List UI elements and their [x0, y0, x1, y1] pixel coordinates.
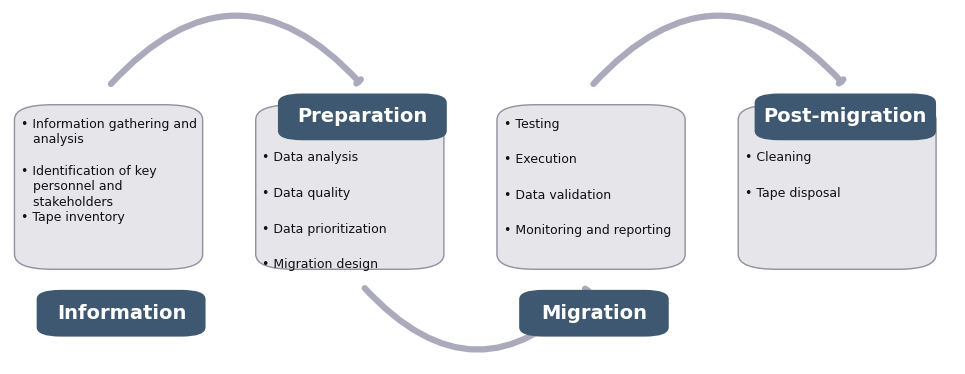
Text: • Data quality: • Data quality: [262, 187, 350, 200]
Text: • Monitoring and reporting: • Monitoring and reporting: [504, 224, 671, 237]
Text: Post-migration: Post-migration: [763, 107, 927, 126]
Text: • Information gathering and
   analysis: • Information gathering and analysis: [21, 118, 197, 146]
FancyBboxPatch shape: [755, 94, 936, 140]
Text: • Identification of key
   personnel and
   stakeholders: • Identification of key personnel and st…: [21, 165, 157, 209]
Text: • Data validation: • Data validation: [504, 189, 611, 202]
FancyBboxPatch shape: [497, 105, 685, 269]
Text: • Data prioritization: • Data prioritization: [262, 223, 387, 236]
Text: Migration: Migration: [541, 304, 648, 322]
Text: • Data analysis: • Data analysis: [262, 151, 359, 165]
FancyBboxPatch shape: [14, 105, 203, 269]
FancyBboxPatch shape: [278, 94, 447, 140]
Text: • Execution: • Execution: [504, 153, 576, 166]
Text: • Testing: • Testing: [504, 118, 560, 131]
Text: • Cleaning: • Cleaning: [745, 151, 812, 165]
FancyBboxPatch shape: [256, 105, 444, 269]
FancyBboxPatch shape: [738, 105, 936, 269]
Text: • Tape disposal: • Tape disposal: [745, 187, 841, 200]
Text: • Migration design: • Migration design: [262, 258, 378, 271]
Text: Information: Information: [57, 304, 186, 322]
FancyBboxPatch shape: [519, 290, 669, 337]
Text: Preparation: Preparation: [298, 107, 427, 126]
Text: • Tape inventory: • Tape inventory: [21, 211, 125, 224]
FancyBboxPatch shape: [37, 290, 206, 337]
